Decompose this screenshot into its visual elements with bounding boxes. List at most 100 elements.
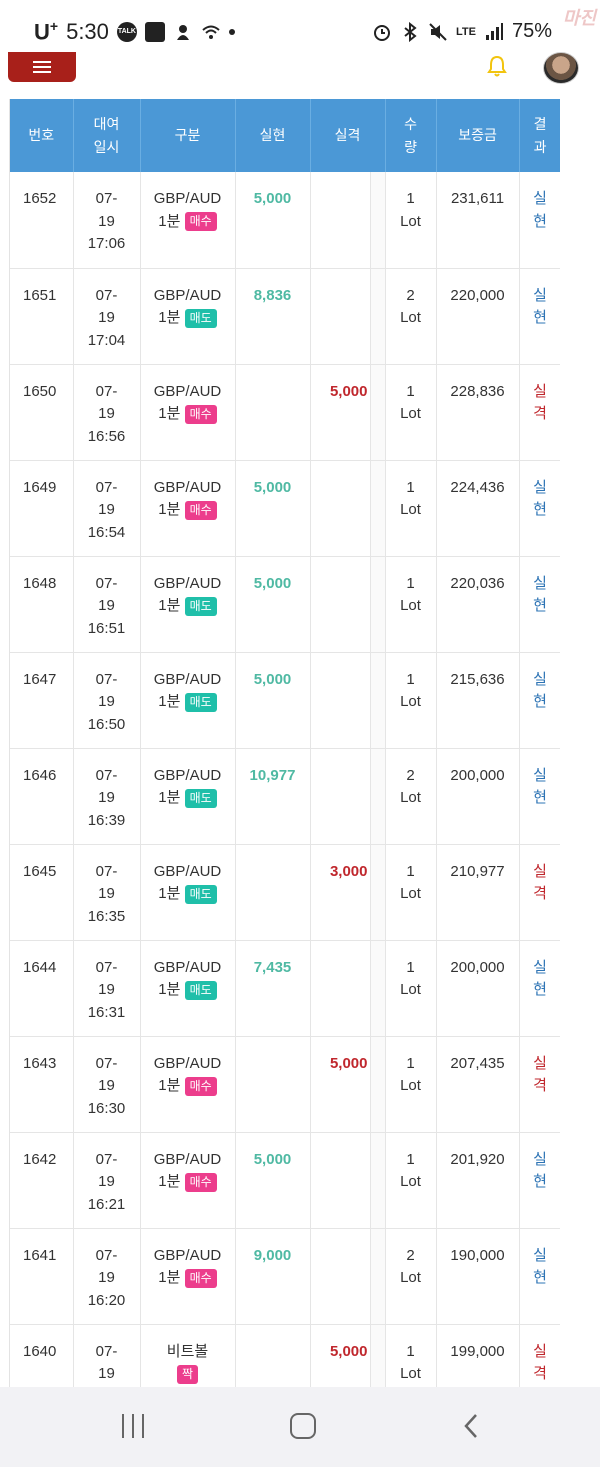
period-label: 1분 — [158, 1269, 181, 1286]
product-name: GBP/AUD — [153, 670, 222, 688]
mute-icon — [429, 22, 447, 41]
row-number: 1646 — [10, 748, 74, 845]
row-category: 비트볼 짝 — [140, 1324, 236, 1387]
period-label: 1분 — [158, 405, 181, 422]
status-bar-right: LTE 75% — [372, 20, 552, 43]
row-category: GBP/AUD 1분 매도 — [140, 268, 236, 365]
row-number: 1645 — [10, 844, 74, 941]
header-loss[interactable]: 실격 — [310, 99, 386, 172]
side-badge: 매수 — [184, 1172, 217, 1192]
row-spacer — [370, 364, 386, 461]
back-button[interactable] — [462, 1413, 480, 1439]
period-label: 1분 — [158, 1077, 181, 1094]
home-button[interactable] — [290, 1413, 316, 1439]
table-row[interactable]: 1644 07- 19 16:31 GBP/AUD 1분 매도 7,435 1 Lot 200,0… — [10, 940, 560, 1037]
recent-apps-button[interactable] — [122, 1414, 144, 1438]
product-name: GBP/AUD — [153, 1054, 222, 1072]
app-icon — [176, 24, 189, 40]
row-margin: 199,000 — [436, 1324, 520, 1387]
row-margin: 215,636 — [436, 652, 520, 749]
product-name: GBP/AUD — [153, 1246, 222, 1264]
row-datetime: 07- 19 16:39 — [73, 748, 141, 845]
row-quantity: 2 Lot — [385, 268, 437, 365]
row-number: 1648 — [10, 556, 74, 653]
row-number: 1642 — [10, 1132, 74, 1229]
row-number: 1640 — [10, 1324, 74, 1387]
row-spacer — [370, 1228, 386, 1325]
table-row[interactable]: 1645 07- 19 16:35 GBP/AUD 1분 매도 3,000 1 Lot 210,9… — [10, 844, 560, 941]
row-spacer — [370, 556, 386, 653]
product-name: GBP/AUD — [153, 478, 222, 496]
header-margin[interactable]: 보증금 — [436, 99, 520, 172]
watermark-logo: 마진 — [562, 8, 596, 28]
row-quantity: 1 Lot — [385, 844, 437, 941]
table-row[interactable]: 1647 07- 19 16:50 GBP/AUD 1분 매도 5,000 1 Lot 215,6… — [10, 652, 560, 749]
product-name: GBP/AUD — [153, 382, 222, 400]
row-profit: 9,000 — [235, 1228, 311, 1325]
table-row[interactable]: 1643 07- 19 16:30 GBP/AUD 1분 매수 5,000 1 Lot 207,4… — [10, 1036, 560, 1133]
row-profit: 10,977 — [235, 748, 311, 845]
row-category: GBP/AUD 1분 매도 — [140, 940, 236, 1037]
row-margin: 220,036 — [436, 556, 520, 653]
table-row[interactable]: 1652 07- 19 17:06 GBP/AUD 1분 매수 5,000 1 Lot 231,6… — [10, 172, 560, 269]
period-label: 1분 — [158, 597, 181, 614]
row-profit: 5,000 — [235, 172, 311, 269]
table-row[interactable]: 1651 07- 19 17:04 GBP/AUD 1분 매도 8,836 2 Lot 220,0… — [10, 268, 560, 365]
notification-bell-icon[interactable] — [485, 54, 509, 78]
row-margin: 190,000 — [436, 1228, 520, 1325]
row-loss: 5,000 — [310, 364, 371, 461]
hamburger-icon — [33, 61, 51, 63]
wifi-icon — [202, 25, 220, 39]
table-row[interactable]: 1646 07- 19 16:39 GBP/AUD 1분 매도 10,977 2 Lot 200,… — [10, 748, 560, 845]
row-spacer — [370, 1132, 386, 1229]
table-row[interactable]: 1641 07- 19 16:20 GBP/AUD 1분 매수 9,000 2 Lot 190,0… — [10, 1228, 560, 1325]
product-name: GBP/AUD — [153, 766, 222, 784]
side-badge: 매수 — [184, 404, 217, 424]
row-number: 1652 — [10, 172, 74, 269]
row-number: 1651 — [10, 268, 74, 365]
side-badge: 매도 — [184, 788, 217, 808]
table-row[interactable]: 1650 07- 19 16:56 GBP/AUD 1분 매수 5,000 1 Lot 228,8… — [10, 364, 560, 461]
side-badge: 매도 — [184, 308, 217, 328]
header-datetime[interactable]: 대여 일시 — [73, 99, 141, 172]
notification-icon — [144, 21, 165, 42]
product-name: GBP/AUD — [153, 286, 222, 304]
row-quantity: 1 Lot — [385, 1036, 437, 1133]
row-margin: 207,435 — [436, 1036, 520, 1133]
row-datetime: 07- 19 16:31 — [73, 940, 141, 1037]
row-loss: 3,000 — [310, 844, 371, 941]
carrier-label: U+ — [34, 18, 59, 45]
header-no[interactable]: 번호 — [10, 99, 74, 172]
header-category[interactable]: 구분 — [140, 99, 236, 172]
row-loss — [310, 1228, 371, 1325]
row-profit — [235, 1324, 311, 1387]
row-quantity: 1 Lot — [385, 556, 437, 653]
row-profit: 8,836 — [235, 268, 311, 365]
side-badge: 매수 — [184, 1268, 217, 1288]
row-category: GBP/AUD 1분 매수 — [140, 1036, 236, 1133]
table-row[interactable]: 1648 07- 19 16:51 GBP/AUD 1분 매도 5,000 1 Lot 220,0… — [10, 556, 560, 653]
table-row[interactable]: 1649 07- 19 16:54 GBP/AUD 1분 매수 5,000 1 Lot 224,4… — [10, 460, 560, 557]
row-loss — [310, 172, 371, 269]
row-category: GBP/AUD 1분 매도 — [140, 748, 236, 845]
system-navigation-bar — [0, 1387, 600, 1467]
row-spacer — [370, 460, 386, 557]
row-spacer — [370, 748, 386, 845]
row-quantity: 1 Lot — [385, 460, 437, 557]
side-badge: 짝 — [176, 1364, 199, 1384]
period-label: 1분 — [158, 789, 181, 806]
menu-button[interactable] — [8, 52, 76, 82]
header-profit[interactable]: 실현 — [235, 99, 311, 172]
row-spacer — [370, 268, 386, 365]
row-loss — [310, 268, 371, 365]
table-row[interactable]: 1642 07- 19 16:21 GBP/AUD 1분 매수 5,000 1 Lot 201,9… — [10, 1132, 560, 1229]
user-avatar[interactable] — [543, 52, 579, 84]
